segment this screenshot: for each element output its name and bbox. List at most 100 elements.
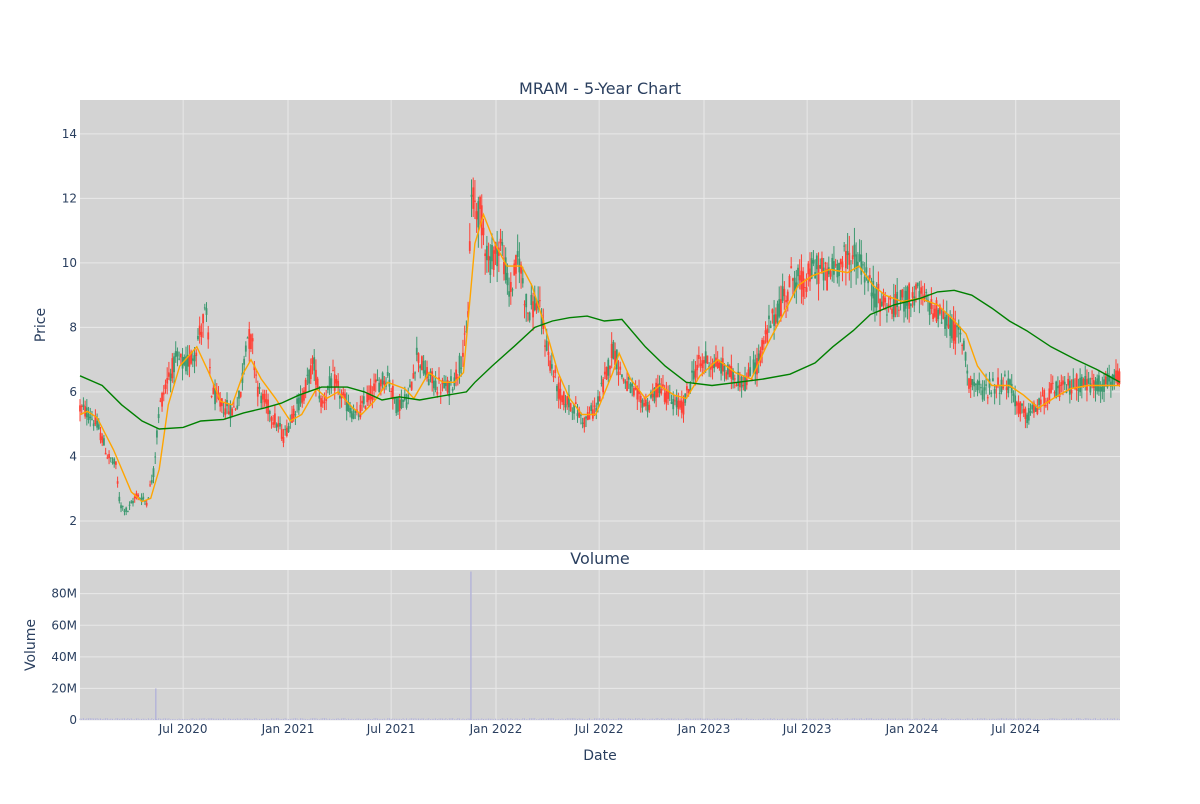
volume-y-axis-label: Volume: [23, 619, 39, 671]
candle-body: [853, 244, 856, 257]
volume-bar: [741, 718, 743, 720]
volume-bar: [361, 719, 363, 720]
volume-bar: [399, 718, 401, 720]
volume-bar: [1110, 718, 1112, 720]
candle-body: [366, 393, 369, 403]
date-x-tick-label: Jan 2023: [677, 722, 731, 736]
volume-bar: [1018, 718, 1020, 720]
volume-bar: [989, 718, 991, 720]
candle-body: [578, 409, 581, 418]
candle-body: [395, 397, 398, 414]
volume-bar: [1059, 719, 1061, 720]
candle-body: [844, 251, 847, 269]
candle-body: [313, 357, 316, 371]
volume-bar: [354, 719, 356, 720]
volume-bar: [638, 718, 640, 720]
volume-bar: [578, 718, 580, 720]
volume-bar: [407, 719, 409, 720]
candle-body: [636, 388, 639, 400]
volume-bar: [417, 718, 419, 720]
candle-body: [727, 364, 729, 375]
volume-bar: [872, 718, 874, 720]
candle-body: [190, 351, 193, 364]
volume-bar: [185, 718, 187, 720]
volume-bar: [782, 718, 784, 720]
candle-body: [1050, 383, 1052, 393]
volume-bar: [455, 718, 457, 720]
candle-body: [1009, 379, 1011, 386]
volume-bar: [932, 719, 934, 720]
volume-y-tick-label: 80M: [51, 587, 77, 601]
volume-bar: [980, 718, 982, 720]
volume-bar: [178, 718, 180, 720]
candle-body: [1113, 374, 1116, 379]
candle-body: [855, 254, 858, 270]
volume-bar: [823, 718, 825, 720]
candle-body: [862, 264, 864, 266]
candle-body: [444, 382, 447, 387]
volume-bar: [501, 718, 503, 720]
volume-bar: [259, 718, 261, 720]
volume-bar: [383, 718, 385, 720]
volume-bar: [200, 718, 202, 720]
candle-body: [407, 394, 410, 398]
volume-bar: [520, 719, 522, 720]
candle-body: [865, 267, 868, 273]
candle-body: [848, 252, 851, 265]
candle-body: [624, 381, 627, 384]
volume-bar: [783, 719, 785, 720]
volume-bar: [247, 718, 249, 720]
volume-bar: [479, 719, 481, 720]
candle-body: [838, 262, 840, 277]
candle-body: [985, 384, 987, 386]
volume-bar: [436, 718, 438, 720]
volume-bar: [768, 718, 770, 720]
candle-body: [520, 264, 522, 274]
candle-body: [1039, 399, 1042, 405]
candle-body: [860, 254, 863, 275]
volume-bar: [180, 719, 182, 720]
volume-bar: [467, 718, 469, 720]
candle-body: [679, 400, 681, 408]
candle-body: [359, 404, 362, 418]
volume-bar: [264, 719, 266, 720]
volume-bar: [629, 718, 631, 720]
volume-bar: [276, 718, 278, 720]
candle-body: [104, 452, 107, 455]
candle-body: [154, 456, 157, 458]
volume-bar: [141, 718, 143, 720]
candle-body: [285, 427, 288, 437]
volume-bar: [195, 718, 197, 720]
volume-bar: [1016, 718, 1018, 720]
volume-bar: [530, 718, 532, 720]
candle-body: [670, 401, 673, 404]
volume-bar: [1050, 718, 1052, 720]
candle-body: [414, 372, 416, 374]
volume-bar: [556, 719, 558, 720]
candle-body: [827, 267, 830, 275]
volume-bar: [115, 718, 117, 720]
candle-body: [686, 386, 688, 391]
volume-bar: [983, 718, 985, 720]
volume-bar: [790, 718, 792, 720]
volume-bar: [452, 718, 454, 720]
candle-body: [997, 377, 999, 387]
candle-body: [229, 404, 232, 419]
candle-body: [544, 345, 546, 347]
volume-bar: [380, 718, 382, 720]
candle-body: [798, 275, 801, 281]
candle-body: [1087, 378, 1090, 384]
candle-body: [728, 365, 731, 378]
candle-body: [80, 406, 83, 408]
volume-bar: [429, 719, 431, 720]
candle-body: [892, 299, 895, 318]
volume-bar: [342, 718, 344, 720]
candle-body: [750, 378, 753, 380]
volume-bar: [306, 719, 308, 720]
volume-bar: [587, 718, 589, 720]
volume-bar: [883, 718, 885, 720]
volume-bar: [999, 718, 1001, 720]
volume-bar: [1100, 718, 1102, 720]
candle-body: [718, 362, 721, 368]
